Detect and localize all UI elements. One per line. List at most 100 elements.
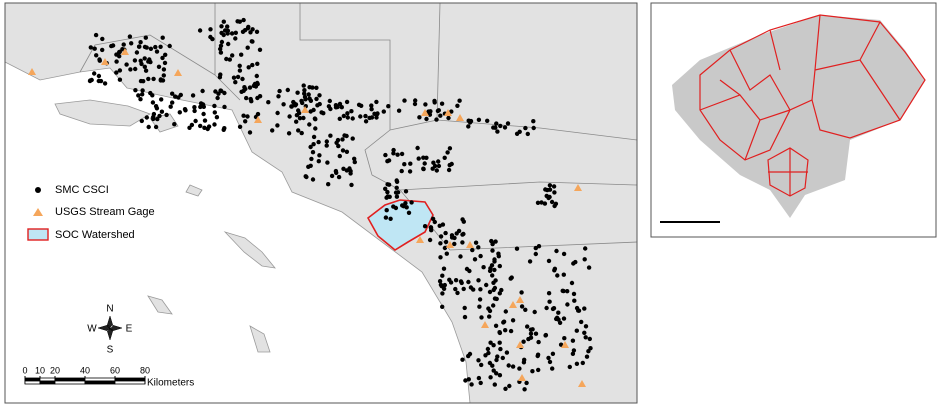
site-dot bbox=[487, 314, 492, 319]
site-dot bbox=[558, 342, 564, 347]
site-dot bbox=[324, 139, 329, 144]
site-dot bbox=[187, 125, 192, 130]
scale-segment bbox=[39, 377, 56, 382]
scale-label: 80 bbox=[140, 365, 150, 375]
site-dot bbox=[550, 366, 555, 371]
site-dot bbox=[492, 259, 497, 264]
site-dot bbox=[574, 328, 579, 333]
site-dot bbox=[391, 147, 396, 153]
site-dot bbox=[347, 166, 352, 171]
site-dot bbox=[583, 324, 589, 329]
site-dot bbox=[507, 383, 512, 389]
site-dot bbox=[255, 61, 260, 66]
legend-label: SOC Watershed bbox=[55, 229, 135, 241]
site-dot bbox=[453, 286, 458, 292]
site-dot bbox=[296, 128, 301, 133]
site-dot bbox=[140, 88, 145, 93]
site-dot bbox=[344, 99, 350, 105]
site-dot bbox=[428, 109, 433, 114]
site-dot bbox=[328, 106, 333, 112]
site-dot bbox=[297, 116, 303, 121]
site-dot bbox=[430, 166, 435, 171]
site-dot bbox=[570, 351, 576, 356]
site-dot bbox=[517, 129, 522, 134]
site-dot bbox=[201, 111, 206, 117]
site-dot bbox=[214, 115, 220, 120]
site-dot bbox=[369, 103, 374, 108]
site-dot bbox=[533, 245, 538, 251]
site-dot bbox=[386, 104, 391, 109]
site-dot bbox=[247, 130, 253, 135]
site-dot bbox=[394, 185, 399, 190]
site-dot bbox=[94, 53, 99, 58]
stream-gages bbox=[28, 48, 586, 387]
site-dot bbox=[164, 112, 169, 118]
site-dot bbox=[349, 182, 354, 188]
gage-triangle bbox=[254, 116, 262, 123]
site-dot bbox=[472, 257, 478, 262]
site-dot bbox=[136, 93, 141, 98]
site-dot bbox=[561, 251, 567, 257]
site-dot bbox=[561, 288, 566, 294]
site-dot bbox=[314, 85, 319, 91]
site-dot bbox=[344, 133, 349, 139]
site-dot bbox=[444, 251, 449, 256]
site-dot bbox=[497, 263, 502, 269]
site-dot bbox=[437, 279, 443, 284]
gage-triangle bbox=[446, 241, 454, 248]
site-dot bbox=[421, 166, 426, 171]
site-dot bbox=[481, 265, 486, 270]
site-dot bbox=[190, 93, 196, 98]
site-dot bbox=[308, 144, 313, 150]
site-dot bbox=[276, 94, 281, 99]
site-dot bbox=[218, 88, 223, 93]
site-dot bbox=[308, 98, 314, 104]
site-dot bbox=[383, 186, 388, 191]
site-dot bbox=[221, 19, 226, 24]
site-dot bbox=[158, 44, 163, 49]
site-dot bbox=[249, 39, 254, 44]
site-dot bbox=[503, 328, 508, 333]
site-dot bbox=[245, 45, 250, 50]
site-dot bbox=[299, 130, 304, 136]
site-dot bbox=[344, 149, 350, 154]
site-dot bbox=[557, 320, 563, 325]
site-dot bbox=[542, 201, 548, 206]
site-dot bbox=[530, 369, 535, 374]
site-dot bbox=[493, 323, 499, 328]
site-dot bbox=[423, 102, 428, 107]
scale-label: 20 bbox=[50, 365, 60, 375]
site-dot bbox=[477, 297, 483, 302]
site-dot bbox=[359, 103, 364, 109]
site-dot bbox=[461, 231, 466, 237]
gage-triangle bbox=[444, 109, 452, 116]
site-dot bbox=[439, 101, 445, 106]
gage-triangle bbox=[516, 341, 524, 348]
site-dot bbox=[289, 104, 294, 109]
site-dot bbox=[369, 107, 374, 112]
site-dot bbox=[580, 360, 585, 366]
site-dot bbox=[502, 125, 508, 130]
scale-segment bbox=[84, 380, 116, 385]
site-dot bbox=[225, 24, 230, 29]
site-dot bbox=[384, 208, 389, 213]
legend-label: SMC CSCI bbox=[55, 184, 109, 196]
site-dot bbox=[333, 168, 339, 174]
site-dot bbox=[543, 333, 548, 338]
site-dot bbox=[436, 108, 441, 113]
gage-triangle bbox=[28, 68, 36, 75]
site-dot bbox=[403, 201, 408, 206]
site-dot bbox=[329, 173, 335, 179]
gage-triangle bbox=[516, 296, 524, 303]
site-dot bbox=[409, 200, 414, 205]
site-dot bbox=[239, 89, 244, 95]
gage-triangle bbox=[509, 301, 517, 308]
site-dot bbox=[132, 58, 138, 63]
site-dot bbox=[92, 46, 97, 51]
site-dot bbox=[301, 115, 306, 121]
site-dot bbox=[550, 351, 556, 356]
gage-triangle bbox=[456, 114, 464, 121]
site-dot bbox=[121, 42, 126, 47]
site-dot bbox=[160, 35, 165, 40]
site-dot bbox=[485, 346, 491, 352]
